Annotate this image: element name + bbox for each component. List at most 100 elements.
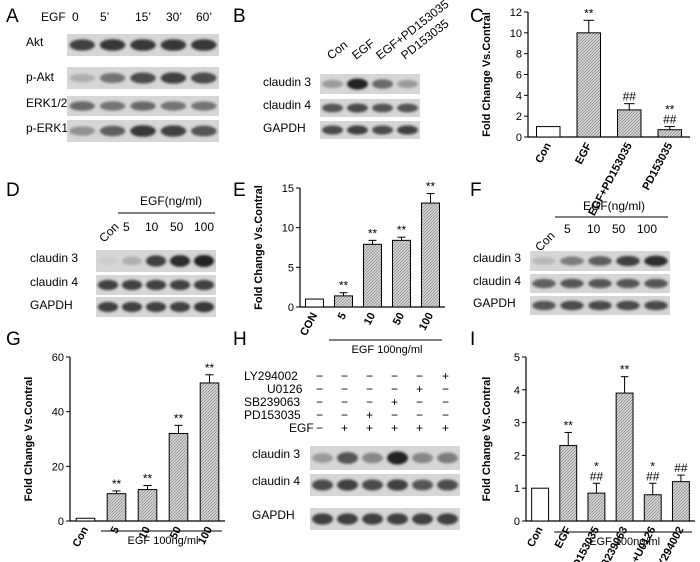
bar [334, 295, 353, 308]
panel-a: A EGF 0 5’ 15’ 30’ 60’ Akt p-Akt ERK1/2 … [6, 6, 219, 142]
y-tick-label: 0 [288, 302, 294, 314]
blot-membrane [320, 74, 420, 94]
blot-band [193, 301, 215, 313]
panel-e-letter: E [233, 180, 246, 201]
x-tick-label: 5 [336, 311, 349, 322]
blot-band [97, 257, 119, 265]
blot-band [191, 72, 217, 84]
blot-band [437, 452, 458, 464]
significance-marker: ** [584, 6, 594, 20]
blot-band [99, 125, 126, 137]
panel-h-sign: − [442, 382, 449, 396]
y-tick-label: 5 [514, 352, 520, 364]
blot-band [99, 39, 126, 51]
blot-band [347, 125, 368, 135]
bar [617, 109, 642, 138]
panel-b-row-label: GAPDH [263, 121, 306, 135]
blot-band [362, 452, 383, 464]
blot-band [121, 279, 143, 291]
blot-band [312, 453, 333, 463]
blot-band [69, 101, 95, 111]
blot-band [412, 479, 433, 491]
blot-band [312, 479, 333, 491]
bar [199, 382, 220, 522]
panel-b-western-blot [320, 74, 420, 139]
bar [421, 202, 440, 308]
panel-h-sign: − [341, 382, 348, 396]
panel-a-row-label: p-ERK1/2 [26, 121, 78, 135]
panel-d-group-label: EGF(ng/ml) [140, 194, 202, 208]
panel-d-row-label: GAPDH [30, 298, 73, 312]
y-axis-label: Fold Change Vs.Contral [23, 377, 35, 502]
panel-g-letter: G [6, 329, 21, 350]
panel-h-row-label: GAPDH [252, 508, 295, 522]
blot-band [145, 279, 167, 291]
panel-h-sign: − [391, 369, 398, 383]
panel-h-letter: H [233, 329, 247, 350]
blot-band [560, 256, 584, 266]
x-tick-label: 10 [362, 311, 378, 327]
panel-a-time-4: 60’ [196, 10, 212, 24]
y-tick-label: 6 [516, 70, 522, 82]
y-axis-label: Fold Change Vs.Contral [481, 377, 493, 502]
panel-b-row-label: claudin 3 [263, 75, 311, 89]
blot-band [412, 513, 433, 525]
panel-h-sign: + [442, 369, 449, 383]
panel-a-row-label: p-Akt [26, 70, 55, 84]
panel-h-row-label: claudin 3 [252, 447, 300, 461]
panel-h-row-label: claudin 4 [252, 474, 300, 488]
blot-band [69, 39, 95, 51]
y-axis-label: Fold Change Vs.Contral [253, 185, 265, 310]
significance-marker: ** [620, 363, 630, 377]
panel-h-sign: − [442, 408, 449, 422]
blot-band [169, 279, 191, 291]
blot-band [616, 255, 640, 267]
blot-band [160, 101, 187, 111]
panel-h-sign: + [366, 421, 373, 435]
panel-a-time-0: 0 [72, 10, 79, 24]
panel-b-row-label: claudin 4 [263, 98, 311, 112]
panel-b: B Con EGF EGF+PD153035 PD153035 claudin … [233, 0, 452, 139]
blot-band [412, 452, 433, 464]
bar [305, 298, 324, 308]
panel-f-row-label: GAPDH [473, 296, 516, 310]
bar [587, 492, 606, 522]
panel-a-time-2: 15’ [135, 10, 151, 24]
panel-h: H LY294002 U0126 SB239063 PD153035 EGF −… [233, 329, 460, 530]
blot-band [372, 125, 393, 135]
group-label: EGF 100ng/ml [352, 344, 423, 356]
x-tick-label: 100 [417, 311, 436, 333]
panel-f-dose: 50 [612, 222, 626, 236]
group-label: EGF 100ng/ml [128, 535, 199, 547]
y-tick-label: 15 [282, 183, 294, 195]
significance-marker: ** [174, 411, 184, 425]
bar [75, 517, 96, 522]
panel-g: G 0 20 40 60 Fold Change Vs.Contral Con ** 5 ** 1… [6, 329, 225, 549]
panel-h-sign: − [366, 369, 373, 383]
blot-band [588, 300, 612, 311]
blot-band [169, 255, 191, 267]
panel-g-bar-chart: 0 20 40 60 Fold Change Vs.Contral Con ** 5 ** 10 *… [23, 352, 225, 549]
blot-band [322, 125, 343, 135]
significance-marker: ** [426, 180, 436, 194]
blot-band [644, 278, 668, 289]
panel-h-sign: + [391, 421, 398, 435]
bar [137, 489, 158, 522]
y-tick-label: 0 [58, 516, 64, 528]
panel-h-sign: − [366, 382, 373, 396]
significance-marker: ** [368, 226, 378, 240]
bar [531, 487, 550, 522]
y-tick-label: 60 [52, 352, 64, 364]
panel-h-treatment-label: LY294002 [244, 369, 298, 383]
bar [643, 494, 662, 522]
blot-band [387, 479, 408, 491]
panel-f-western-blot [530, 251, 670, 315]
panel-f-row-label: claudin 4 [473, 274, 521, 288]
bar [615, 392, 634, 522]
panel-d-western-blot [96, 250, 216, 317]
y-tick-label: 8 [516, 49, 522, 61]
blot-band [397, 103, 418, 113]
panel-c-letter: C [470, 6, 484, 27]
